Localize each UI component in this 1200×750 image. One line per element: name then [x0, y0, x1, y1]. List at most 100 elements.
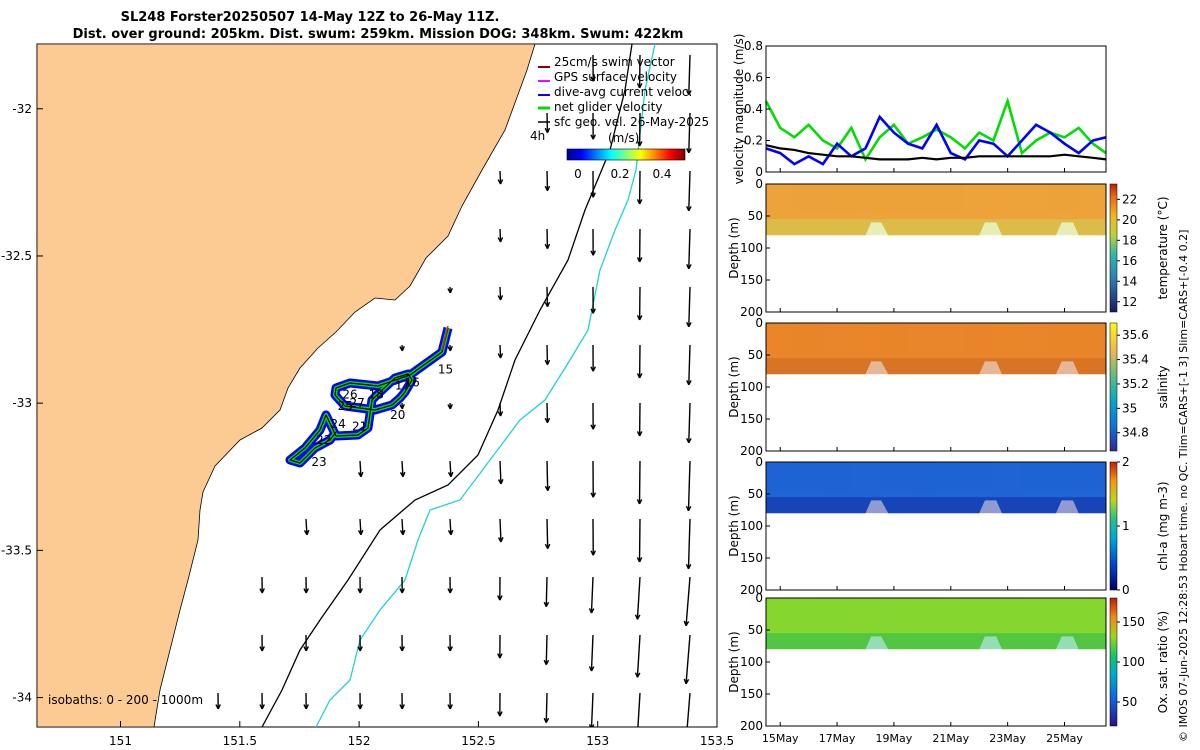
geo-velocity-arrow — [499, 402, 502, 417]
geo-velocity-arrowhead — [544, 301, 551, 308]
geo-velocity-arrowhead — [303, 646, 309, 652]
geo-velocity-arrowhead — [590, 76, 596, 82]
section-column — [936, 598, 965, 627]
geo-velocity-arrow — [499, 344, 502, 359]
geo-velocity-arrowhead — [303, 704, 309, 710]
geo-velocity-arrowhead — [590, 250, 596, 256]
geo-velocity-arrowhead — [544, 243, 551, 250]
panel-ytick-label: 150 — [740, 412, 763, 426]
panel-ytick-label: 0.4 — [744, 102, 763, 116]
colorbar-tick-label: 0 — [1122, 583, 1130, 597]
geo-velocity-arrowhead — [447, 704, 453, 710]
geo-velocity-arrow — [688, 286, 691, 327]
gps-track — [289, 327, 449, 464]
speed-colorbar — [566, 148, 686, 161]
panel-ytick-label: 0 — [755, 165, 763, 179]
geo-velocity-arrow — [305, 518, 308, 535]
geo-velocity-arrow — [401, 460, 404, 477]
section-column — [1077, 598, 1106, 627]
geo-velocity-arrowhead — [399, 704, 405, 710]
panel-ytick-label: 50 — [748, 487, 763, 501]
geo-velocity-arrow — [401, 518, 404, 535]
panel-ylabel: Depth (m) — [727, 631, 741, 692]
section-column — [879, 598, 908, 627]
geo-velocity-arrowhead — [636, 431, 643, 437]
geo-velocity-arrowhead — [259, 588, 265, 594]
map-ytick-label: -33 — [12, 396, 32, 410]
panel-colorbar — [1109, 183, 1118, 313]
section-column — [794, 598, 823, 627]
panel-ytick-label: 50 — [748, 209, 763, 223]
colorbar-tick-1: 0.2 — [610, 167, 629, 181]
geo-velocity-arrowhead — [590, 550, 597, 556]
geo-velocity-arrowhead — [303, 529, 310, 536]
geo-velocity-arrowhead — [544, 417, 551, 424]
swim-vector-track — [441, 325, 449, 351]
geo-velocity-arrow — [359, 518, 362, 535]
geo-velocity-arrowhead — [590, 492, 597, 498]
geo-velocity-arrowhead — [497, 237, 504, 243]
geo-velocity-arrowhead — [447, 471, 454, 478]
section-column — [992, 598, 1021, 627]
map-ytick-label: -34 — [12, 691, 32, 705]
section-column — [822, 184, 851, 213]
colorbar-label: (m/s) — [608, 131, 639, 145]
section-column — [851, 462, 880, 491]
section-column — [964, 323, 993, 352]
time-axis-tick-label: 15May — [762, 732, 799, 745]
geo-velocity-arrowhead — [636, 83, 643, 89]
track-day-label: 26 — [342, 387, 357, 401]
colorbar-tick-label: 35.4 — [1122, 353, 1149, 367]
geo-velocity-arrowhead — [590, 424, 596, 430]
time-axis-tick-label: 19May — [876, 732, 913, 745]
geo-velocity-arrow — [688, 228, 691, 269]
geo-velocity-arrowhead — [686, 379, 692, 386]
panel-ylabel: Depth (m) — [727, 217, 741, 278]
panel-ytick-label: 100 — [740, 241, 763, 255]
panel-ytick-label: 100 — [740, 519, 763, 533]
geo-velocity-arrowhead — [544, 543, 551, 549]
geo-velocity-arrow — [499, 286, 502, 301]
map-xtick-label: 153.5 — [700, 734, 734, 748]
panel-colorbar — [1109, 322, 1118, 452]
geo-velocity-arrow — [688, 54, 691, 95]
colorbar-tick-label: 100 — [1122, 655, 1145, 669]
section-column — [964, 462, 993, 491]
panel-ytick-label: 0.8 — [744, 39, 763, 53]
section-column — [936, 184, 965, 213]
track-day-label: 16 — [404, 376, 419, 390]
section-column — [936, 323, 965, 352]
geo-velocity-arrow — [688, 112, 691, 153]
geo-velocity-arrowhead — [447, 288, 453, 294]
geo-velocity-arrowhead — [544, 185, 551, 192]
section-column — [1077, 462, 1106, 491]
section-column — [1049, 323, 1078, 352]
colorbar-tick-label: 16 — [1122, 254, 1137, 268]
geo-velocity-arrow — [499, 170, 502, 185]
geo-velocity-arrow — [687, 460, 691, 511]
section-column — [851, 184, 880, 213]
isobath-1000m — [315, 44, 656, 727]
panel-colorbar-label: salinity — [1156, 365, 1170, 408]
colorbar-tick-label: 14 — [1122, 274, 1137, 288]
colorbar-tick-0: 0 — [574, 167, 582, 181]
geo-velocity-arrow — [546, 518, 549, 549]
panel-2: 34.8 35 35.2 35.4 35.6 salinity 0 50 100 150 200 De… — [727, 316, 1170, 458]
map-ytick-label: -32 — [12, 102, 32, 116]
geo-velocity-arrow — [688, 344, 691, 385]
geo-velocity-arrow — [636, 634, 641, 678]
section-column — [907, 462, 936, 491]
track-day-label: 17 — [395, 379, 410, 393]
section-column — [1077, 184, 1106, 213]
geo-velocity-arrowhead — [590, 308, 596, 314]
section-column — [766, 184, 795, 213]
section-column — [1049, 184, 1078, 213]
geo-velocity-arrow — [499, 518, 502, 542]
geo-velocity-arrowhead — [497, 295, 504, 301]
geo-velocity-arrowhead — [357, 529, 364, 536]
section-column — [964, 598, 993, 627]
section-deep-layer — [766, 633, 1106, 650]
track-day-label: 25 — [338, 399, 353, 413]
